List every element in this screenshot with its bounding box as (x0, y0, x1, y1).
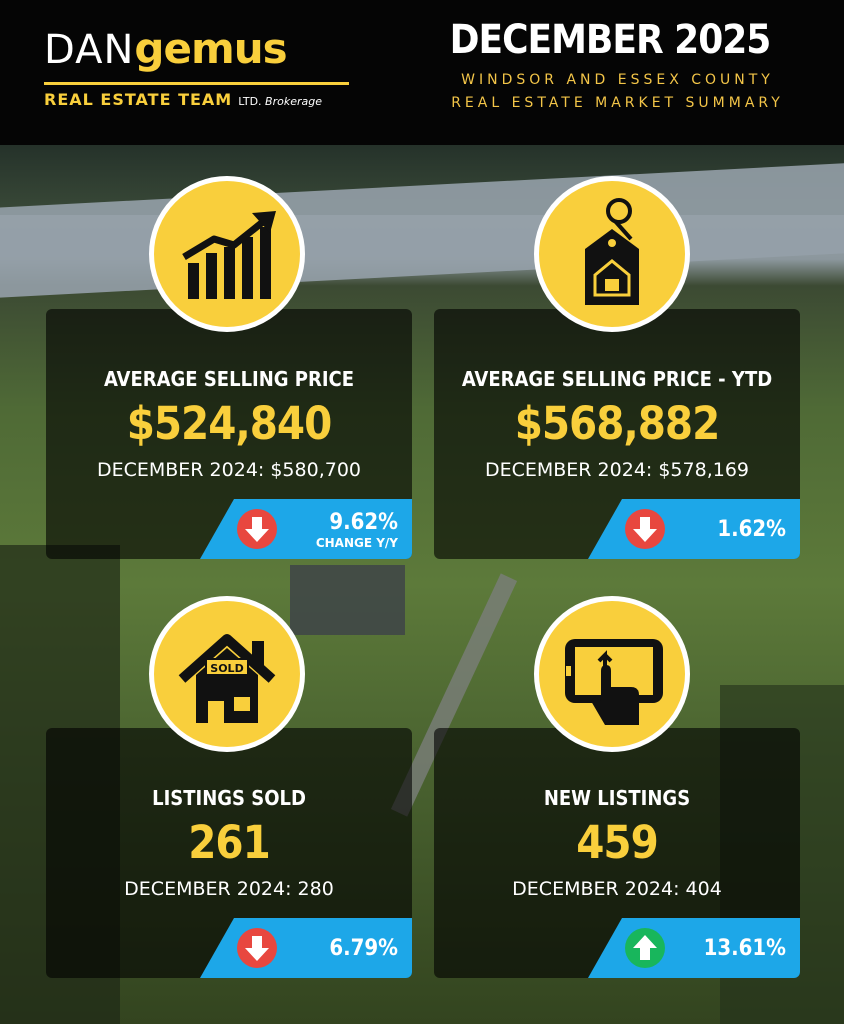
stat-previous: DECEMBER 2024: 404 (512, 878, 722, 900)
stat-label: AVERAGE SELLING PRICE (103, 367, 355, 391)
arrow-down-icon (625, 509, 665, 549)
change-percent: 9.62% (329, 510, 398, 535)
header-bar: DANgemus REAL ESTATE TEAM LTD. Brokerage … (0, 0, 844, 145)
price-tag-house-icon (534, 176, 690, 332)
sold-sign-text: SOLD (210, 662, 243, 675)
logo-rule (44, 82, 349, 85)
page-subtitle-2: REAL ESTATE MARKET SUMMARY (451, 95, 784, 111)
stat-value: $524,840 (126, 397, 333, 450)
page-title: DECEMBER 2025 (449, 17, 772, 63)
stat-card-avg-price-ytd: AVERAGE SELLING PRICE - YTD $568,882 DEC… (434, 309, 800, 559)
sold-house-icon: SOLD (149, 596, 305, 752)
growth-chart-icon (149, 176, 305, 332)
stat-previous: DECEMBER 2024: $578,169 (484, 459, 750, 481)
logo-ltd-text: LTD. (238, 95, 262, 108)
page-subtitle-1: WINDSOR AND ESSEX COUNTY (461, 72, 774, 88)
arrow-down-icon (237, 509, 277, 549)
stat-previous: DECEMBER 2024: 280 (124, 878, 334, 900)
stat-card-new-listings: NEW LISTINGS 459 DECEMBER 2024: 404 13.6… (434, 728, 800, 978)
logo-tagline: REAL ESTATE TEAM LTD. Brokerage (44, 92, 322, 108)
bg-house (290, 565, 405, 635)
arrow-up-icon (625, 928, 665, 968)
stat-value: 459 (576, 816, 659, 869)
logo-team: REAL ESTATE TEAM (44, 90, 233, 109)
stat-value: 261 (188, 816, 271, 869)
brand-logo: DANgemus REAL ESTATE TEAM LTD. Brokerage (44, 28, 374, 118)
stat-label: LISTINGS SOLD (152, 786, 306, 810)
stat-label: AVERAGE SELLING PRICE - YTD (461, 367, 773, 391)
change-band: 1.62% (588, 499, 800, 559)
logo-wordmark: DANgemus (44, 27, 288, 73)
stat-label: NEW LISTINGS (543, 786, 691, 810)
logo-dan: DAN (44, 27, 135, 73)
stat-card-avg-price: AVERAGE SELLING PRICE $524,840 DECEMBER … (46, 309, 412, 559)
logo-gemus: gemus (134, 24, 287, 73)
change-percent: 1.62% (717, 517, 786, 542)
change-band: 9.62% CHANGE Y/Y (200, 499, 412, 559)
tablet-tap-icon (534, 596, 690, 752)
logo-brokerage: Brokerage (265, 95, 322, 108)
change-note: CHANGE Y/Y (315, 536, 398, 550)
stat-card-listings-sold: LISTINGS SOLD 261 DECEMBER 2024: 280 6.7… (46, 728, 412, 978)
change-band: 13.61% (588, 918, 800, 978)
change-band: 6.79% (200, 918, 412, 978)
stat-value: $568,882 (514, 397, 721, 450)
logo-ltd: LTD. Brokerage (238, 95, 322, 108)
change-percent: 13.61% (703, 936, 786, 961)
change-percent: 6.79% (329, 936, 398, 961)
stat-previous: DECEMBER 2024: $580,700 (96, 459, 362, 481)
arrow-down-icon (237, 928, 277, 968)
